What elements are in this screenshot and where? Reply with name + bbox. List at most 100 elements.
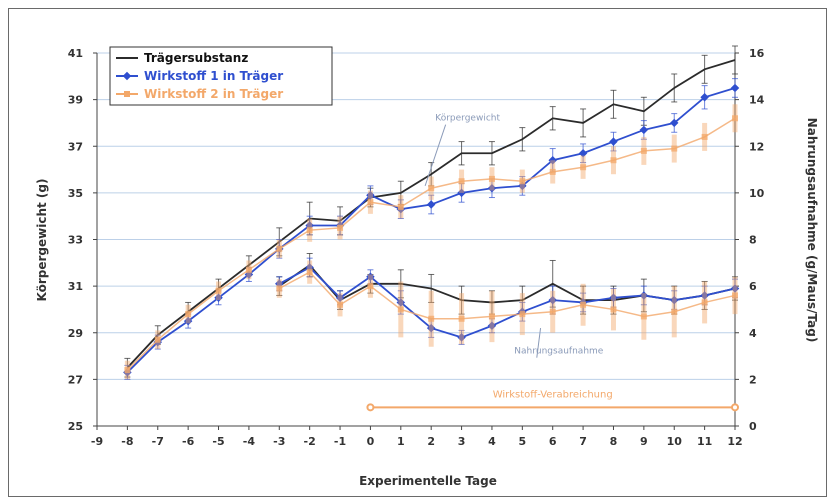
x-tick-label: -4 (243, 435, 256, 448)
y-axis-right-title: Nahrungsaufnahme (g/Maus/Tag) (805, 118, 819, 343)
y-axis-left-title: Körpergewicht (g) (35, 179, 49, 302)
data-point (245, 266, 252, 273)
data-point (366, 272, 375, 282)
y-left-tick-label: 25 (68, 420, 83, 433)
data-point (580, 301, 587, 308)
data-point (276, 285, 283, 292)
data-point (306, 227, 313, 234)
x-tick-label: 6 (549, 435, 557, 448)
data-point (732, 292, 738, 299)
data-point (609, 137, 618, 146)
data-point (609, 293, 618, 303)
data-point (185, 311, 192, 318)
data-point (732, 115, 738, 122)
legend-label: Trägersubstanz (144, 51, 248, 65)
data-point (335, 293, 345, 303)
legend-item: Wirkstoff 1 in Träger (116, 69, 283, 83)
data-point (154, 336, 161, 343)
series-line (278, 271, 736, 320)
data-point (397, 203, 404, 210)
x-tick-label: 11 (697, 435, 712, 448)
series-line (278, 263, 736, 304)
data-point (701, 299, 708, 306)
data-point (124, 367, 131, 374)
data-point (426, 200, 436, 209)
grid (97, 52, 735, 380)
data-point (639, 291, 649, 300)
legend: Trägersubstanz Wirkstoff 1 in Träger Wir… (109, 46, 333, 106)
annotation-arrow (536, 328, 542, 358)
data-point (367, 283, 374, 290)
y-right-tick-label: 6 (749, 280, 757, 293)
data-point (487, 321, 497, 330)
y-left-tick-label: 39 (68, 94, 83, 107)
x-tick-label: -8 (121, 435, 133, 448)
x-tick-label: 10 (667, 435, 683, 448)
y-right-tick-label: 16 (749, 47, 765, 60)
y-right-tick-label: 4 (749, 327, 757, 340)
annotation-layer: Körpergewicht Nahrungsaufnahme Wirkstoff-V… (366, 114, 739, 412)
y-right-tick-label: 0 (749, 420, 757, 433)
y-left-tick-label: 37 (68, 140, 83, 153)
data-point (337, 224, 344, 231)
data-point (428, 185, 435, 192)
data-point (487, 183, 497, 193)
y-right-tick-label: 10 (749, 187, 765, 200)
x-axis-title: Experimentelle Tage (359, 474, 497, 488)
x-tick-label: 2 (427, 435, 435, 448)
y-right-tick-label: 12 (749, 140, 764, 153)
data-point (458, 178, 465, 185)
data-point (730, 284, 740, 293)
y-left-tick-label: 31 (68, 280, 83, 293)
legend-item: Trägersubstanz (116, 51, 248, 65)
x-tick-label: 0 (367, 435, 375, 448)
series-line (126, 59, 736, 369)
series-nahrungsaufnahme-none (276, 252, 738, 315)
data-point (549, 168, 556, 175)
data-point (671, 308, 678, 315)
data-point (519, 178, 526, 185)
data-point (669, 295, 679, 305)
series-nahrungsaufnahme-square (276, 260, 738, 347)
data-point (671, 145, 678, 152)
data-point (337, 301, 344, 308)
data-point (215, 287, 222, 294)
legend-label: Wirkstoff 1 in Träger (144, 69, 283, 83)
legend-marker (122, 71, 132, 81)
annotation-label: Nahrungsaufnahme (514, 347, 604, 357)
bracket-end (366, 403, 375, 412)
x-tick-label: -1 (334, 435, 346, 448)
data-point (428, 315, 435, 322)
series-layer (123, 45, 740, 380)
x-tick-label: 8 (610, 435, 618, 448)
y-left-tick-label: 27 (68, 373, 83, 386)
y-left-tick-label: 35 (68, 187, 83, 200)
x-tick-label: 12 (727, 435, 742, 448)
y-right-tick-label: 14 (749, 94, 765, 107)
x-tick-label: 9 (640, 435, 648, 448)
data-point (396, 298, 406, 307)
x-tick-label: -9 (91, 435, 103, 448)
axes: -9 -8 -7 -6 -5 -4 -3 -2 -1 0 1 2 3 4 5 6 7 8 9 10 11 12252729… (68, 47, 765, 448)
data-point (610, 306, 617, 313)
bracket-end (731, 403, 739, 412)
annotation-label: Körpergewicht (435, 114, 500, 124)
data-point (306, 269, 313, 276)
y-left-tick-label: 29 (68, 327, 83, 340)
data-point (366, 190, 375, 200)
legend-label: Wirkstoff 2 in Träger (144, 87, 283, 101)
legend-box (109, 46, 333, 106)
x-tick-label: -7 (152, 435, 164, 448)
x-tick-label: -6 (182, 435, 195, 448)
data-point (426, 323, 436, 333)
data-point (458, 315, 465, 322)
series-nahrungsaufnahme-diamond (275, 257, 740, 345)
data-point (730, 83, 740, 93)
x-tick-label: 3 (458, 435, 466, 448)
x-tick-label: 5 (519, 435, 527, 448)
data-point (580, 164, 587, 171)
x-tick-label: -5 (212, 435, 224, 448)
data-point (548, 295, 557, 305)
data-point (276, 245, 283, 252)
